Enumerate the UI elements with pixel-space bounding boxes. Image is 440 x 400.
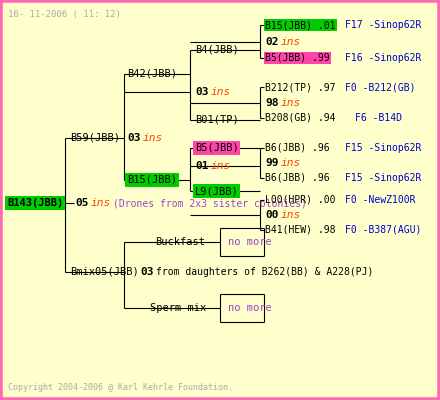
Text: F0 -NewZ100R: F0 -NewZ100R	[345, 195, 415, 205]
Text: 01: 01	[195, 161, 209, 171]
Text: 02: 02	[265, 37, 279, 47]
Text: B4(JBB): B4(JBB)	[195, 45, 239, 55]
Text: ins: ins	[211, 87, 231, 97]
Text: F15 -Sinop62R: F15 -Sinop62R	[345, 173, 422, 183]
Text: 00: 00	[265, 210, 279, 220]
Text: 05: 05	[75, 198, 88, 208]
Text: B143(JBB): B143(JBB)	[7, 198, 63, 208]
Text: no more: no more	[228, 303, 272, 313]
Text: B41(HEW) .98: B41(HEW) .98	[265, 225, 335, 235]
Text: L9(JBB): L9(JBB)	[195, 186, 239, 196]
Text: ins: ins	[91, 198, 111, 208]
Text: B42(JBB): B42(JBB)	[127, 69, 177, 79]
Text: 03: 03	[127, 133, 140, 143]
Text: ins: ins	[281, 98, 301, 108]
Text: B15(JBB) .01: B15(JBB) .01	[265, 20, 335, 30]
Text: 98: 98	[265, 98, 279, 108]
Text: B6(JBB) .96: B6(JBB) .96	[265, 143, 330, 153]
Text: 99: 99	[265, 158, 279, 168]
Text: F15 -Sinop62R: F15 -Sinop62R	[345, 143, 422, 153]
Text: B212(TP) .97: B212(TP) .97	[265, 82, 335, 92]
Text: (Drones from 2x3 sister colonies): (Drones from 2x3 sister colonies)	[113, 198, 307, 208]
Text: B01(TP): B01(TP)	[195, 115, 239, 125]
Text: ins: ins	[281, 158, 301, 168]
Text: B6(JBB) .96: B6(JBB) .96	[265, 173, 330, 183]
Text: B5(JBB) .99: B5(JBB) .99	[265, 53, 330, 63]
Text: ins: ins	[281, 37, 301, 47]
Text: 03: 03	[195, 87, 209, 97]
Text: F16 -Sinop62R: F16 -Sinop62R	[345, 53, 422, 63]
Text: B15(JBB): B15(JBB)	[127, 175, 177, 185]
Text: B59(JBB): B59(JBB)	[70, 133, 120, 143]
Text: ins: ins	[143, 133, 163, 143]
Text: Sperm mix: Sperm mix	[150, 303, 206, 313]
Text: Bmix05(JBB): Bmix05(JBB)	[70, 267, 139, 277]
Text: F6 -B14D: F6 -B14D	[355, 113, 402, 123]
Text: 16- 11-2006 ( 11: 12): 16- 11-2006 ( 11: 12)	[8, 10, 121, 19]
Text: no more: no more	[228, 237, 272, 247]
Text: L00(HPR) .00: L00(HPR) .00	[265, 195, 335, 205]
Text: B208(GB) .94: B208(GB) .94	[265, 113, 335, 123]
Text: B5(JBB): B5(JBB)	[195, 143, 239, 153]
Text: F17 -Sinop62R: F17 -Sinop62R	[345, 20, 422, 30]
Text: from daughters of B262(BB) & A228(PJ): from daughters of B262(BB) & A228(PJ)	[156, 267, 374, 277]
Text: Buckfast: Buckfast	[155, 237, 205, 247]
Text: F0 -B212(GB): F0 -B212(GB)	[345, 82, 415, 92]
Text: Copyright 2004-2006 @ Karl Kehrle Foundation.: Copyright 2004-2006 @ Karl Kehrle Founda…	[8, 383, 233, 392]
Text: ins: ins	[211, 161, 231, 171]
Text: 03: 03	[140, 267, 154, 277]
Text: F0 -B387(AGU): F0 -B387(AGU)	[345, 225, 422, 235]
Text: ins: ins	[281, 210, 301, 220]
